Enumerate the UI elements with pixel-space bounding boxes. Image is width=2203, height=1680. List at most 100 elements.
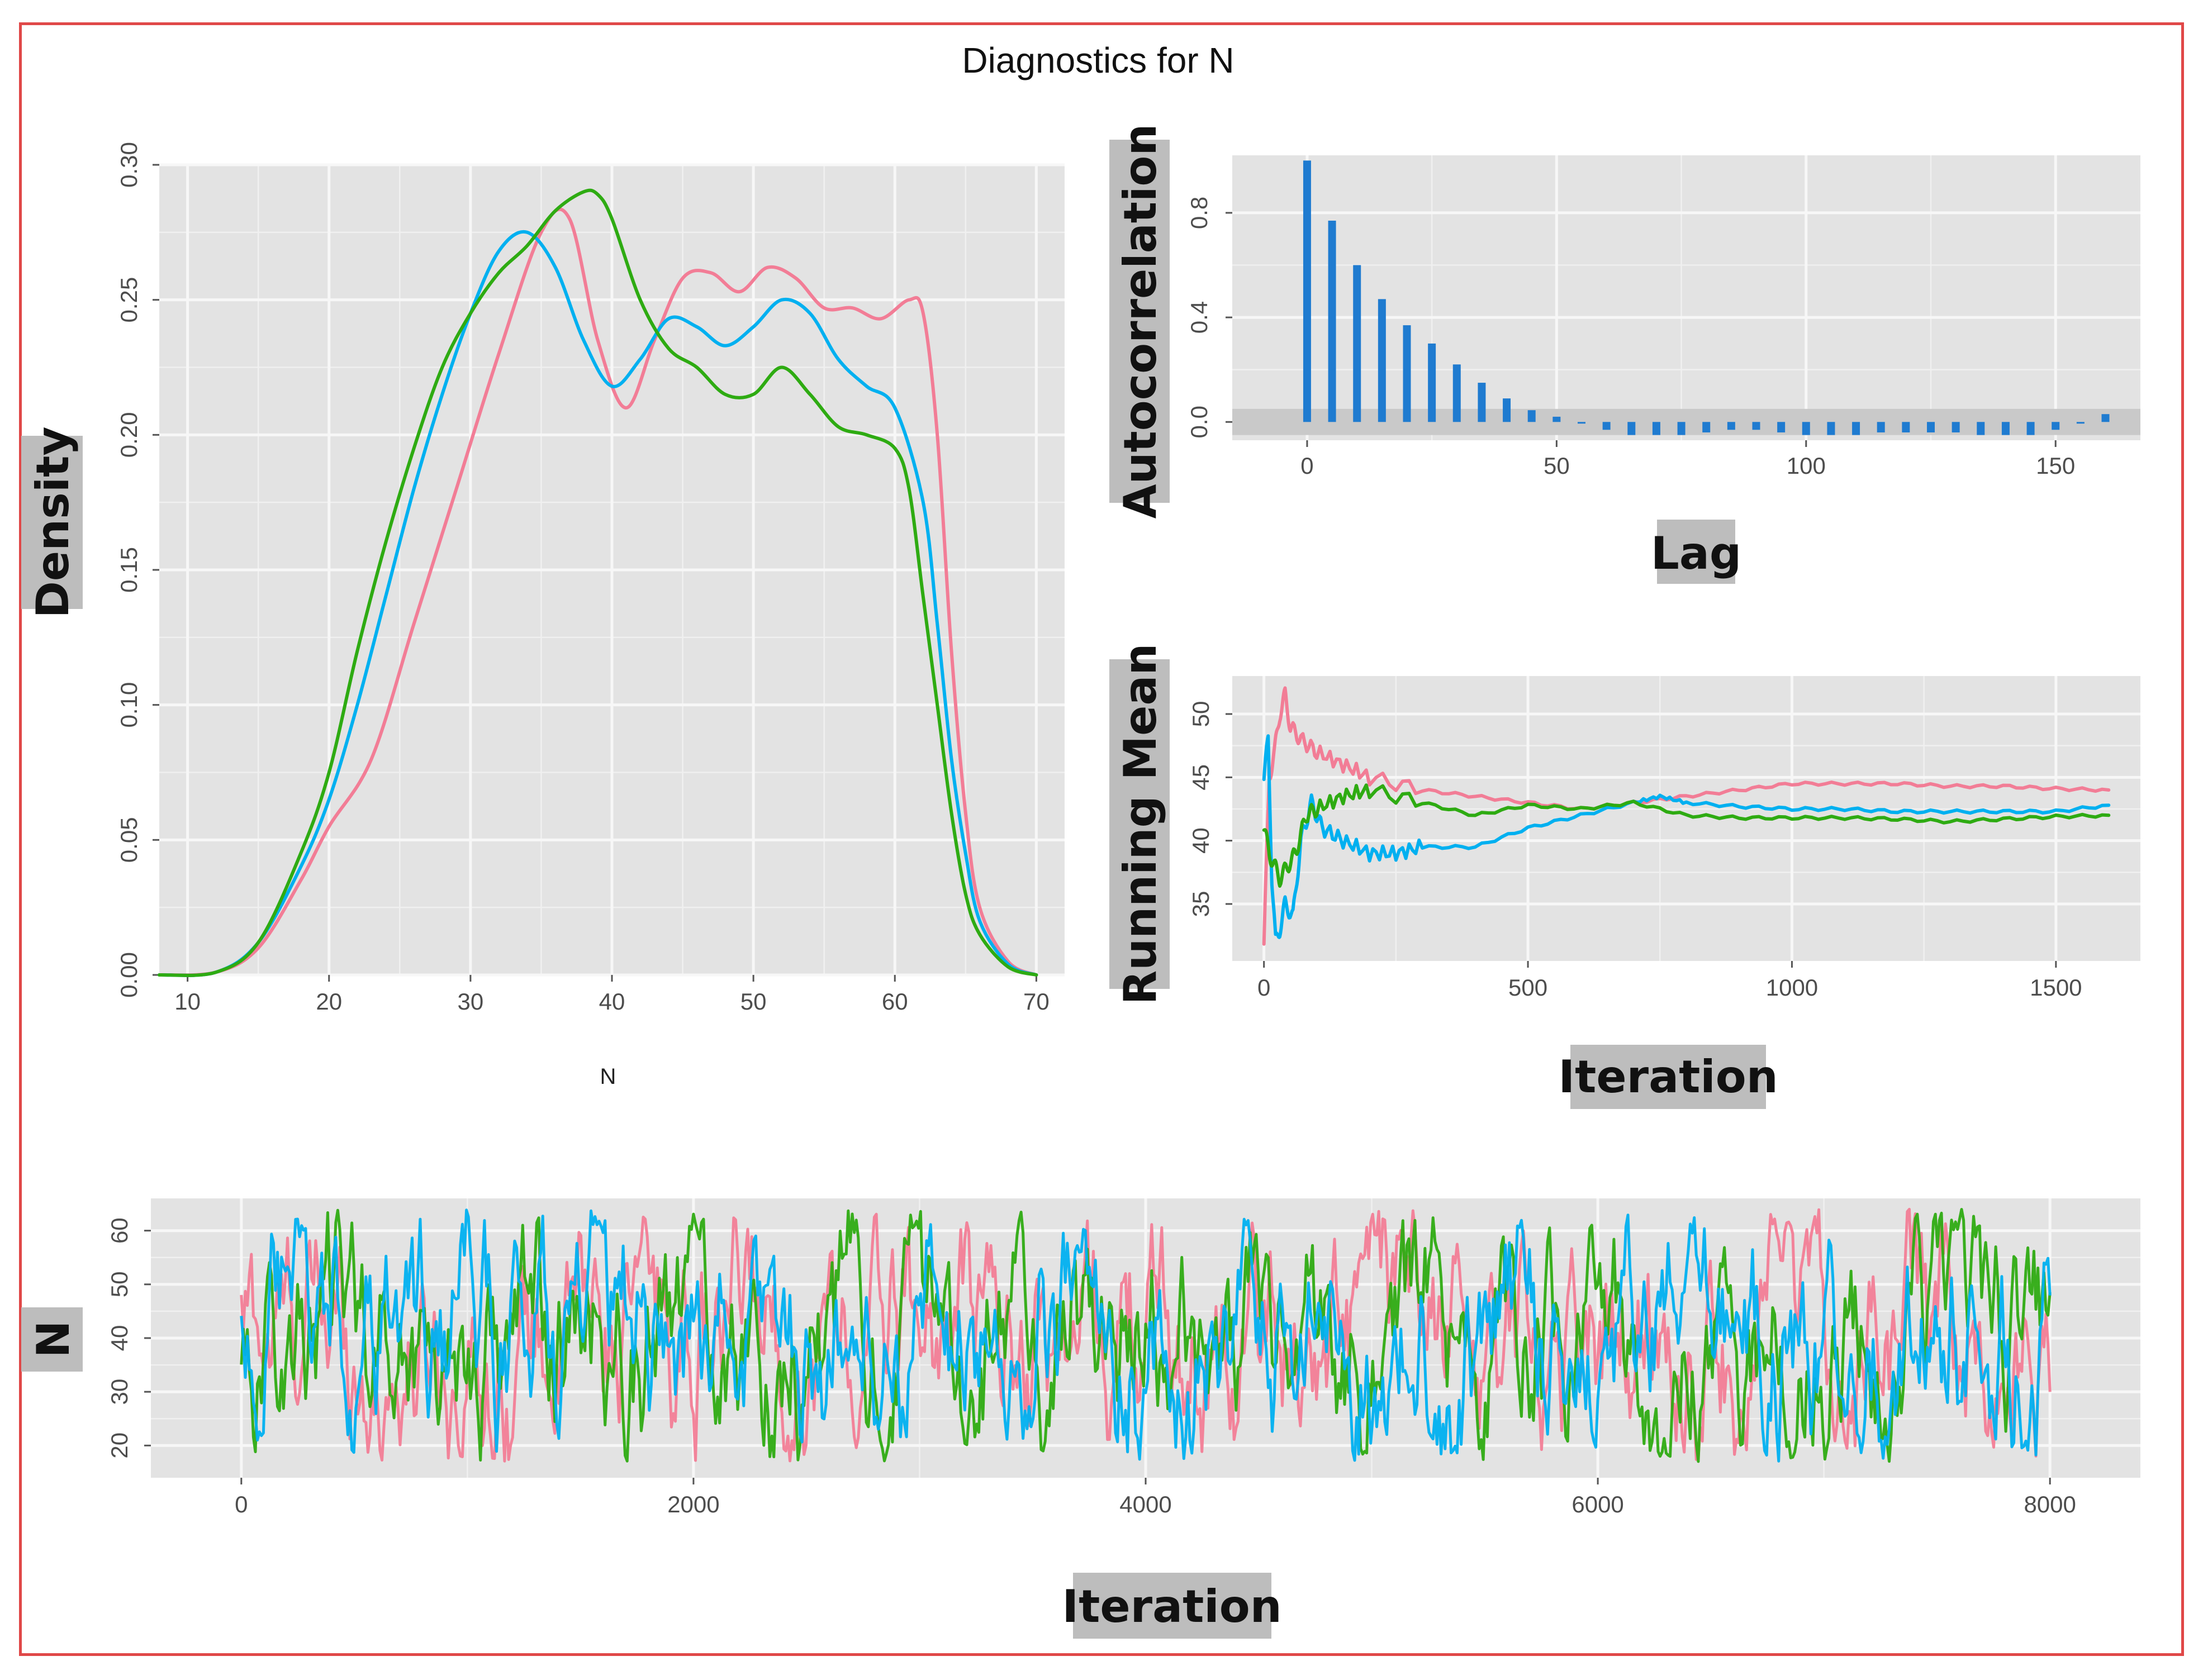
acf-x-axis-title: Lag (1651, 527, 1741, 579)
trace-y-tick-label: 50 (106, 1271, 132, 1297)
acf-bar (1503, 398, 1511, 422)
trace-ylabel-bg (21, 1307, 83, 1372)
rm-y-tick-label: 35 (1188, 891, 1214, 917)
acf-bar (2076, 422, 2085, 424)
acf-bar (1428, 343, 1436, 422)
acf-bars (1303, 160, 2110, 435)
density-x-tick-label: 70 (1023, 988, 1050, 1015)
trace-y-tick-label: 30 (106, 1379, 132, 1405)
acf-y-axis-title: Autocorrelation (1114, 124, 1166, 519)
trace-y-axis-title: N (27, 1321, 79, 1358)
density-line-chain1 (158, 207, 1038, 977)
running-mean-x-ticks: 0 500 1000 1500 (1257, 961, 2082, 1001)
density-lines (158, 188, 1038, 977)
acf-y-tick-label: 0.4 (1186, 301, 1212, 334)
density-y-tick-label: 0.15 (116, 547, 142, 593)
density-y-tick-label: 0.00 (116, 952, 142, 998)
acf-y-tick-label: 0.0 (1186, 406, 1212, 438)
acf-bar (1452, 364, 1461, 422)
acf-plot-area (1232, 155, 2140, 440)
acf-x-tick-label: 150 (2036, 453, 2075, 479)
trace-lines (240, 1207, 2052, 1463)
running-mean-ylabel-bg (1109, 659, 1170, 989)
density-y-axis-title: Density (27, 426, 79, 618)
rm-y-tick-label: 40 (1188, 827, 1214, 854)
running-mean-line-chain2 (1262, 734, 2111, 939)
acf-bar (2026, 422, 2035, 435)
trace-y-tick-label: 40 (106, 1325, 132, 1351)
running-mean-line-chain3 (1262, 783, 2111, 888)
trace-x-tick-label: 2000 (667, 1491, 719, 1517)
acf-x-tick-label: 50 (1544, 453, 1570, 479)
rm-y-tick-label: 50 (1188, 701, 1214, 727)
acf-bar (1527, 410, 1536, 422)
trace-x-tick-label: 8000 (2024, 1491, 2076, 1517)
density-y-tick-label: 0.25 (116, 277, 142, 323)
running-mean-y-ticks: 35 40 45 50 (1188, 701, 1232, 917)
density-x-tick-label: 50 (740, 988, 767, 1015)
running-mean-lines (1262, 686, 2111, 946)
trace-y-tick-label: 60 (106, 1217, 132, 1244)
trace-x-tick-label: 4000 (1119, 1491, 1171, 1517)
trace-x-axis-title: Iteration (1062, 1581, 1281, 1633)
trace-x-ticks: 0 2000 4000 6000 8000 (235, 1478, 2076, 1517)
acf-bar (2001, 422, 2010, 435)
acf-bar (1702, 422, 1711, 432)
autocorrelation-panel: 0 50 100 150 0.0 0.4 0.8 Autocorrelation Lag (1109, 124, 2140, 584)
acf-bar (1578, 422, 1585, 424)
acf-bar (1303, 160, 1311, 422)
acf-bar (1977, 422, 1985, 435)
acf-bar (2052, 422, 2060, 430)
density-line-chain3 (158, 188, 1038, 977)
acf-bar (1403, 325, 1411, 422)
acf-y-tick-label: 0.8 (1186, 197, 1212, 229)
trace-line-chain2 (240, 1208, 2052, 1463)
acf-bar (1752, 422, 1760, 430)
density-gridlines (159, 163, 1065, 977)
acf-bar (1552, 416, 1561, 422)
density-y-tick-label: 0.30 (116, 142, 142, 188)
acf-bar (1378, 299, 1386, 422)
acf-bar (1328, 220, 1336, 422)
acf-x-ticks: 0 50 100 150 (1300, 440, 2075, 479)
acf-bar (1627, 422, 1636, 435)
acf-x-tick-label: 0 (1300, 453, 1313, 479)
trace-y-tick-label: 20 (106, 1432, 132, 1459)
density-ylabel-bg (21, 436, 83, 609)
density-x-tick-label: 60 (882, 988, 908, 1015)
acf-bar (1777, 422, 1786, 432)
acf-bar (1827, 422, 1835, 435)
density-y-tick-label: 0.10 (116, 682, 142, 728)
running-mean-y-axis-title: Running Mean (1114, 644, 1166, 1005)
density-y-tick-label: 0.20 (116, 412, 142, 458)
density-x-tick-label: 30 (458, 988, 484, 1015)
acf-y-ticks: 0.0 0.4 0.8 (1186, 197, 1232, 438)
acf-bar (1727, 422, 1735, 430)
rm-x-tick-label: 0 (1257, 974, 1270, 1001)
density-x-tick-label: 10 (174, 988, 201, 1015)
rm-x-tick-label: 500 (1508, 974, 1547, 1001)
figure-title: Diagnostics for N (962, 40, 1234, 80)
acf-bar (1677, 422, 1686, 435)
density-y-ticks: 0.00 0.05 0.10 0.15 0.20 0.25 0.30 (116, 142, 159, 998)
density-x-tick-label: 20 (316, 988, 342, 1015)
acf-bar (1877, 422, 1885, 432)
density-panel: 10 20 30 40 50 60 70 0.000.050.100.150.200.250… (21, 142, 1065, 1089)
acf-bar (1927, 422, 1935, 432)
acf-bar (1353, 265, 1361, 422)
trace-x-tick-label: 6000 (1571, 1491, 1623, 1517)
running-mean-xlabel-bg (1570, 1045, 1766, 1109)
acf-x-tick-label: 100 (1787, 453, 1826, 479)
running-mean-panel: 0 500 1000 1500 35 40 45 50 Running Mean Itera… (1109, 644, 2140, 1109)
acf-bar (1852, 422, 1860, 435)
acf-bar (1478, 383, 1486, 422)
rm-x-tick-label: 1000 (1766, 974, 1818, 1001)
acf-xlabel-bg (1657, 520, 1735, 584)
acf-ylabel-bg (1109, 140, 1170, 503)
density-x-tick-label: 40 (599, 988, 625, 1015)
acf-bar (2101, 414, 2110, 422)
acf-bar (1652, 422, 1660, 435)
acf-bar (1902, 422, 1910, 432)
figure-border (19, 22, 2184, 1656)
